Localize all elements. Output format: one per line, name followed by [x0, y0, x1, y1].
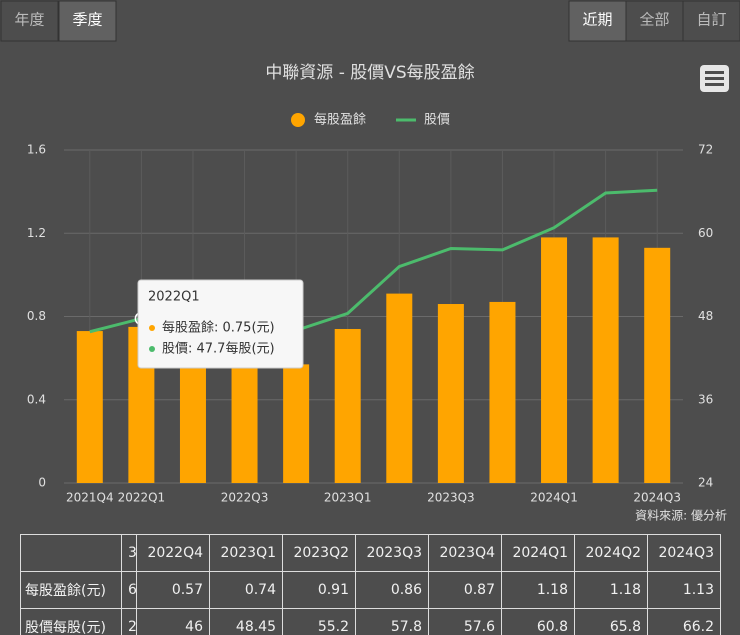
x-tick-label: 2022Q1 — [118, 491, 166, 505]
tooltip-line: 股價: 47.7每股(元) — [162, 341, 275, 357]
bar — [644, 247, 671, 483]
y2-tick-label: 24 — [698, 476, 713, 490]
table-cell: 55.2 — [282, 608, 356, 635]
table-row: 股價每股(元) 2 46 48.45 55.2 57.8 57.6 60.8 65.8 66.2 — [20, 608, 721, 635]
bar — [489, 301, 516, 483]
table-row: 每股盈餘(元) 6 0.57 0.74 0.91 0.86 0.87 1.18 1.18 1.13 — [20, 571, 721, 609]
table-cell: 0.57 — [136, 571, 210, 609]
legend-label: 股價 — [424, 113, 450, 128]
button[interactable] — [682, 0, 740, 42]
table-cell: 66.2 — [647, 608, 721, 635]
tooltip-dot — [149, 346, 155, 352]
button-label: 自訂 — [696, 11, 726, 29]
x-tick-label: 2024Q1 — [530, 491, 578, 505]
table-cell: 65.8 — [574, 608, 648, 635]
legend-symbol — [291, 113, 305, 127]
bar — [283, 364, 310, 483]
y2-tick-label: 36 — [698, 392, 713, 406]
table-cell: 0.74 — [209, 571, 283, 609]
table-cell: 1.13 — [647, 571, 721, 609]
table-cell: 2023Q2 — [282, 534, 356, 572]
table-cell: 2022Q4 — [136, 534, 210, 572]
button-label: 年度 — [14, 11, 44, 29]
bar — [541, 237, 568, 483]
legend-label: 每股盈餘 — [314, 112, 366, 128]
table-cell: 6 — [121, 571, 137, 609]
x-tick-label: 2022Q3 — [221, 491, 269, 505]
y-tick-label: 1.2 — [27, 226, 46, 240]
button[interactable] — [58, 0, 117, 42]
chart-title: 中聯資源 - 股價VS每股盈餘 — [265, 63, 474, 83]
menu-icon[interactable] — [700, 65, 729, 92]
button-label: 近期 — [582, 11, 612, 29]
table-cell: 1.18 — [574, 571, 648, 609]
tooltip-dot — [149, 325, 155, 331]
y-tick-label: 1.6 — [27, 143, 46, 157]
table-cell: 60.8 — [501, 608, 575, 635]
y-tick-label: 0.8 — [27, 309, 46, 323]
y-tick-label: 0 — [38, 476, 46, 490]
button-label: 季度 — [72, 11, 102, 29]
table-cell: 2023Q4 — [428, 534, 502, 572]
table-cell: 2023Q3 — [355, 534, 429, 572]
y2-tick-label: 60 — [698, 226, 713, 240]
y2-tick-label: 72 — [698, 143, 713, 157]
table-cell: 2024Q2 — [574, 534, 648, 572]
tooltip-line: 每股盈餘: 0.75(元) — [162, 320, 275, 336]
table-cell: 2 — [121, 608, 137, 635]
x-tick-label: 2023Q1 — [324, 491, 372, 505]
table-cell — [20, 534, 122, 572]
x-tick-label: 2021Q4 — [66, 491, 114, 505]
button-label: 全部 — [639, 11, 669, 29]
table-cell: 每股盈餘(元) — [20, 571, 122, 609]
bar — [592, 237, 619, 483]
table-cell: 0.86 — [355, 571, 429, 609]
y-tick-label: 0.4 — [27, 392, 46, 406]
table-cell: 0.91 — [282, 571, 356, 609]
bar — [437, 304, 464, 483]
table-cell: 57.8 — [355, 608, 429, 635]
table-cell: 57.6 — [428, 608, 502, 635]
table-wrapper: 3 2022Q4 2023Q1 2023Q2 2023Q3 2023Q4 2024Q1 202… — [20, 534, 740, 635]
tooltip-title: 2022Q1 — [148, 290, 200, 305]
x-tick-label: 2023Q3 — [427, 491, 475, 505]
x-tick-label: 2024Q3 — [633, 491, 681, 505]
table-cell: 0.87 — [428, 571, 502, 609]
y2-tick-label: 48 — [698, 309, 713, 323]
button[interactable] — [0, 0, 59, 42]
table-cell: 48.45 — [209, 608, 283, 635]
source: 資料來源: 優分析 — [635, 509, 727, 523]
table-header: 3 2022Q4 2023Q1 2023Q2 2023Q3 2023Q4 2024Q1 202… — [20, 534, 721, 572]
table-cell: 2024Q3 — [647, 534, 721, 572]
bar — [386, 293, 413, 483]
data-table: 3 2022Q4 2023Q1 2023Q2 2023Q3 2023Q4 2024Q1 202… — [20, 534, 721, 635]
table-cell: 1.18 — [501, 571, 575, 609]
table-cell: 46 — [136, 608, 210, 635]
chart: 中聯資源 - 股價VS每股盈餘 資料來源: 優分析 年度 季度 近期 全部 自訂 0 0.4… — [0, 0, 740, 523]
table-cell: 2023Q1 — [209, 534, 283, 572]
table-cell: 股價每股(元) — [20, 608, 122, 635]
table-cell: 2024Q1 — [501, 534, 575, 572]
table-cell: 3 — [121, 534, 137, 572]
tooltip — [137, 279, 304, 369]
bar — [334, 328, 361, 483]
bar — [76, 331, 103, 483]
